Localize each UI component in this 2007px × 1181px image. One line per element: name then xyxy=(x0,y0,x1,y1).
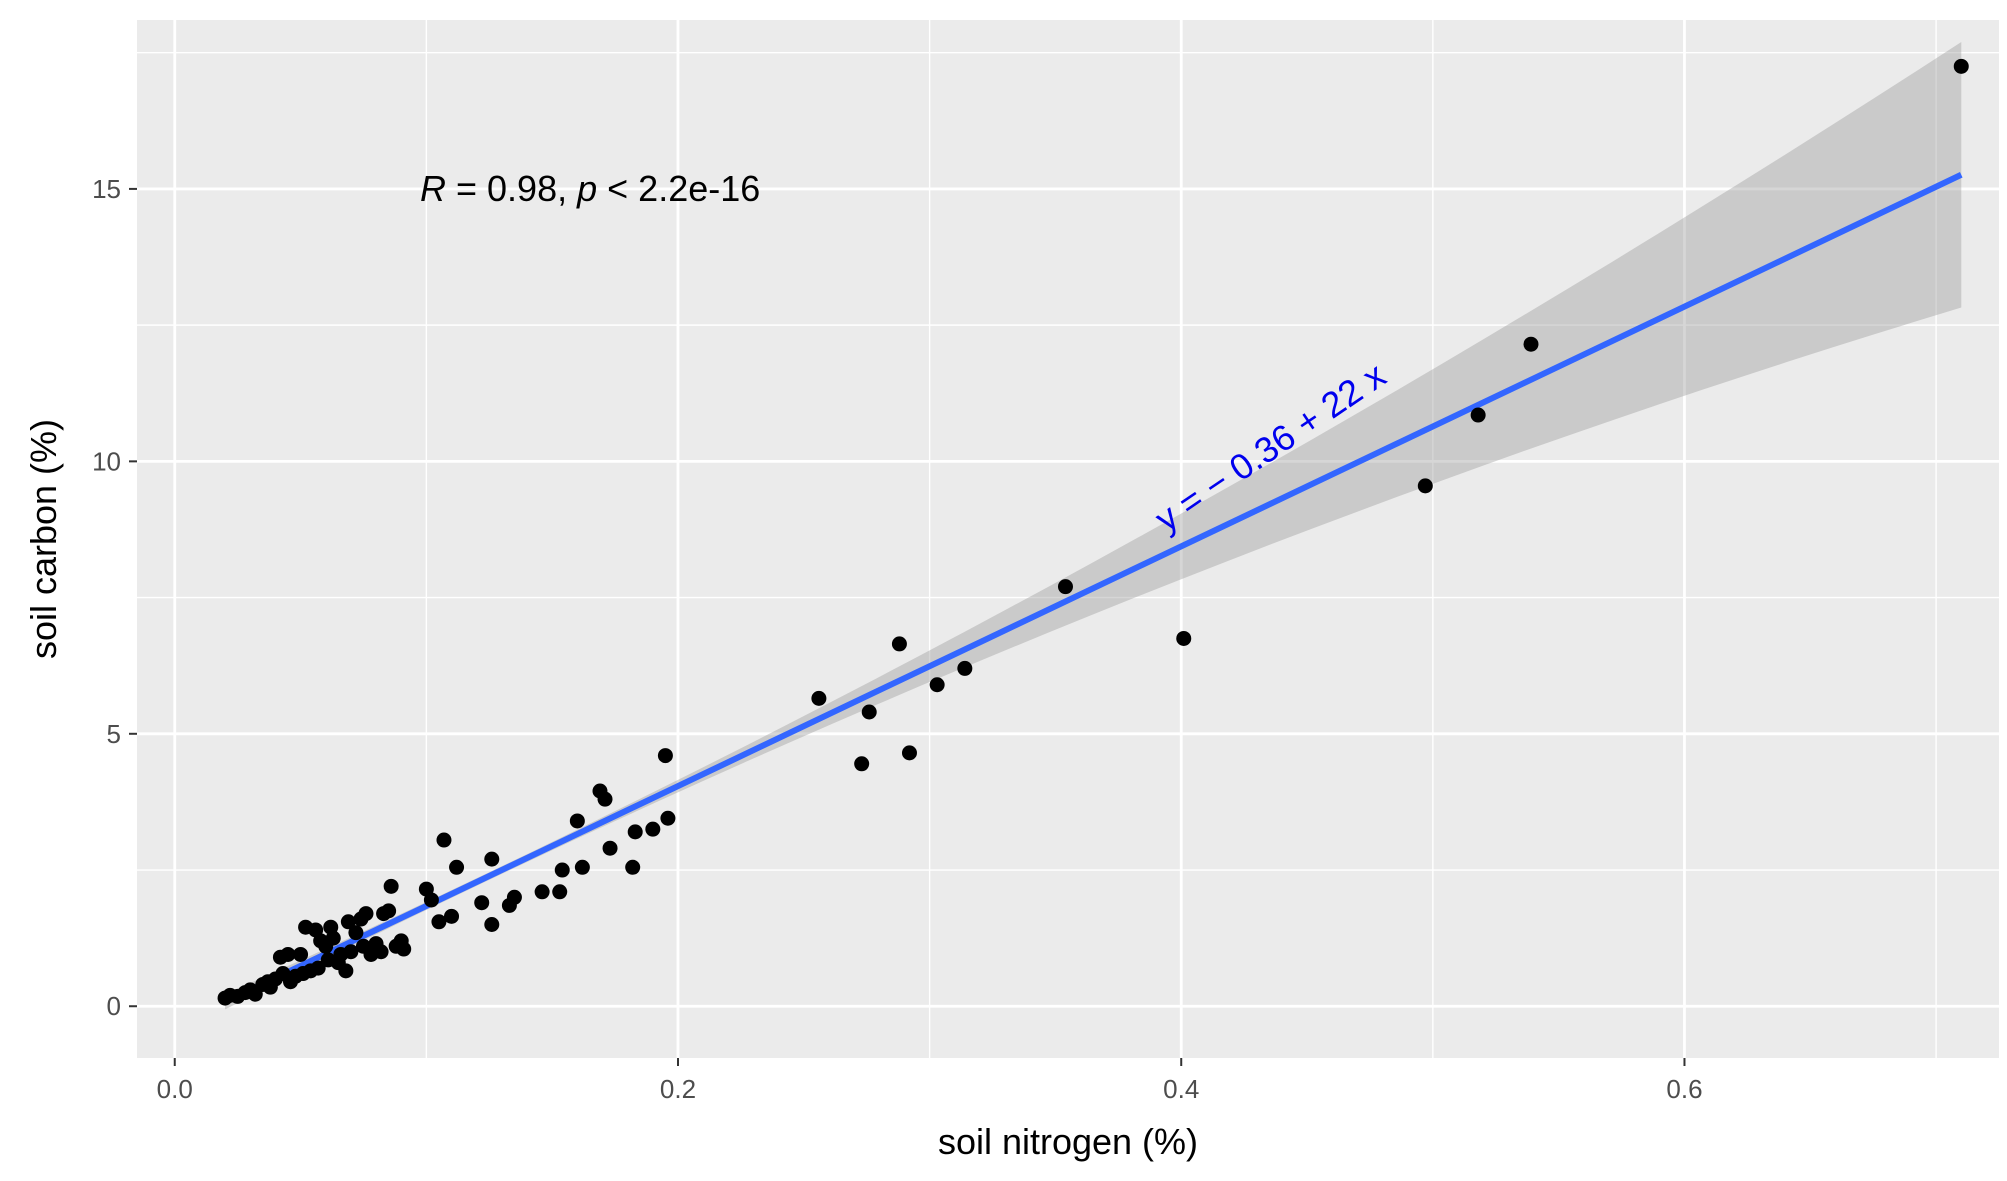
plot-panel xyxy=(137,20,1999,1058)
x-tick-label-3: 0.6 xyxy=(1666,1074,1702,1104)
data-point-80 xyxy=(1953,58,1969,74)
data-point-77 xyxy=(1417,478,1433,494)
regression-line xyxy=(223,172,1963,1005)
data-point-58 xyxy=(569,813,585,829)
data-point-54 xyxy=(506,889,522,905)
y-tick-label-3: 15 xyxy=(92,174,121,204)
data-point-20 xyxy=(310,960,326,976)
x-axis-title: soil nitrogen (%) xyxy=(938,1121,1198,1162)
stat-p-value: < 2.2e-16 xyxy=(597,168,760,209)
data-point-78 xyxy=(1470,407,1486,423)
data-point-15 xyxy=(293,946,309,962)
x-tick-label-1: 0.2 xyxy=(660,1074,696,1104)
stat-p-symbol: p xyxy=(576,168,597,209)
data-point-74 xyxy=(957,660,973,676)
x-tick-label-0: 0.0 xyxy=(157,1074,193,1104)
data-point-65 xyxy=(645,821,661,837)
y-tick-label-1: 5 xyxy=(107,719,121,749)
data-point-31 xyxy=(348,925,364,941)
data-point-37 xyxy=(373,944,389,960)
y-axis-title: soil carbon (%) xyxy=(23,419,64,659)
major-gridlines xyxy=(137,20,1999,1058)
data-point-70 xyxy=(861,704,877,720)
fit-line xyxy=(223,172,1963,1005)
data-point-63 xyxy=(625,859,641,875)
data-point-66 xyxy=(657,748,673,764)
data-point-67 xyxy=(660,810,676,826)
data-point-59 xyxy=(574,859,590,875)
data-point-72 xyxy=(901,745,917,761)
data-point-47 xyxy=(436,832,452,848)
stat-r-value: = 0.98, xyxy=(446,168,577,209)
data-point-55 xyxy=(534,884,550,900)
x-axis-ticks: 0.0 0.2 0.4 0.6 xyxy=(157,1058,1703,1104)
data-point-64 xyxy=(627,824,643,840)
data-point-71 xyxy=(891,636,907,652)
data-point-29 xyxy=(340,914,356,930)
data-point-25 xyxy=(325,930,341,946)
data-point-30 xyxy=(343,944,359,960)
y-axis-ticks: 0 5 10 15 xyxy=(92,174,137,1021)
data-point-57 xyxy=(554,862,570,878)
data-point-56 xyxy=(552,884,568,900)
stat-annotation: R = 0.98, p < 2.2e-16 xyxy=(420,168,760,209)
data-points xyxy=(217,58,1969,1006)
data-point-75 xyxy=(1057,579,1073,595)
data-point-79 xyxy=(1523,336,1539,352)
data-point-68 xyxy=(811,690,827,706)
data-point-62 xyxy=(602,840,618,856)
data-point-73 xyxy=(929,677,945,693)
data-point-48 xyxy=(444,908,460,924)
data-point-52 xyxy=(484,917,500,933)
data-point-43 xyxy=(396,941,412,957)
data-point-69 xyxy=(854,756,870,772)
data-point-49 xyxy=(449,859,465,875)
data-point-45 xyxy=(423,892,439,908)
data-point-40 xyxy=(383,878,399,894)
data-point-61 xyxy=(597,791,613,807)
y-tick-label-2: 10 xyxy=(92,446,121,476)
data-point-76 xyxy=(1176,630,1192,646)
y-tick-label-0: 0 xyxy=(107,991,121,1021)
x-tick-label-2: 0.4 xyxy=(1163,1074,1199,1104)
data-point-51 xyxy=(484,851,500,867)
data-point-34 xyxy=(358,906,374,922)
data-point-28 xyxy=(338,963,354,979)
stat-r-symbol: R xyxy=(420,168,446,209)
data-point-50 xyxy=(474,895,490,911)
data-point-12 xyxy=(280,946,296,962)
data-point-46 xyxy=(431,914,447,930)
data-point-39 xyxy=(381,903,397,919)
